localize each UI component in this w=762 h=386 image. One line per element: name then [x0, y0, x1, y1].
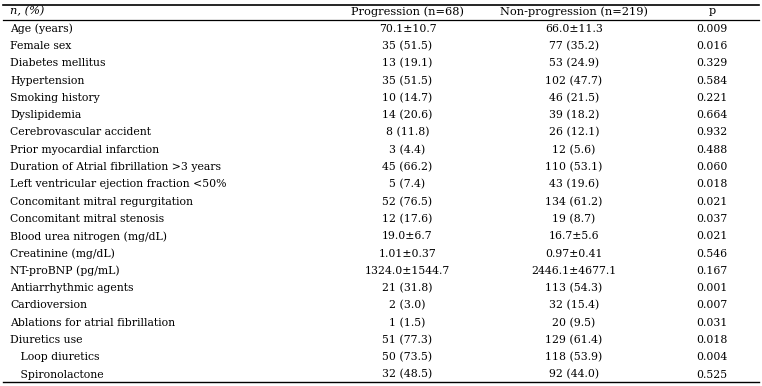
- Text: Prior myocardial infarction: Prior myocardial infarction: [11, 145, 159, 155]
- Text: 0.009: 0.009: [696, 24, 728, 34]
- Text: 3 (4.4): 3 (4.4): [389, 145, 426, 155]
- Text: 51 (77.3): 51 (77.3): [383, 335, 433, 345]
- Text: 0.221: 0.221: [696, 93, 728, 103]
- Text: 0.018: 0.018: [696, 335, 728, 345]
- Text: 0.001: 0.001: [696, 283, 728, 293]
- Text: NT-proBNP (pg/mL): NT-proBNP (pg/mL): [11, 266, 120, 276]
- Text: 45 (66.2): 45 (66.2): [383, 162, 433, 172]
- Text: Left ventricular ejection fraction <50%: Left ventricular ejection fraction <50%: [11, 179, 227, 190]
- Text: Antiarrhythmic agents: Antiarrhythmic agents: [11, 283, 134, 293]
- Text: 52 (76.5): 52 (76.5): [383, 196, 433, 207]
- Text: 0.021: 0.021: [696, 231, 728, 241]
- Text: 70.1±10.7: 70.1±10.7: [379, 24, 437, 34]
- Text: Diuretics use: Diuretics use: [11, 335, 83, 345]
- Text: 0.664: 0.664: [696, 110, 728, 120]
- Text: 66.0±11.3: 66.0±11.3: [545, 24, 603, 34]
- Text: 14 (20.6): 14 (20.6): [383, 110, 433, 120]
- Text: Duration of Atrial fibrillation >3 years: Duration of Atrial fibrillation >3 years: [11, 162, 221, 172]
- Text: 134 (61.2): 134 (61.2): [545, 196, 603, 207]
- Text: Concomitant mitral regurgitation: Concomitant mitral regurgitation: [11, 196, 194, 207]
- Text: 0.060: 0.060: [696, 162, 728, 172]
- Text: 77 (35.2): 77 (35.2): [549, 41, 599, 51]
- Text: 0.018: 0.018: [696, 179, 728, 190]
- Text: 2446.1±4677.1: 2446.1±4677.1: [531, 266, 616, 276]
- Text: 0.031: 0.031: [696, 318, 728, 328]
- Text: 2 (3.0): 2 (3.0): [389, 300, 426, 311]
- Text: Creatinine (mg/dL): Creatinine (mg/dL): [11, 248, 115, 259]
- Text: 0.004: 0.004: [696, 352, 728, 362]
- Text: Age (years): Age (years): [11, 24, 73, 34]
- Text: 39 (18.2): 39 (18.2): [549, 110, 599, 120]
- Text: 53 (24.9): 53 (24.9): [549, 58, 599, 68]
- Text: Ablations for atrial fibrillation: Ablations for atrial fibrillation: [11, 318, 175, 328]
- Text: Diabetes mellitus: Diabetes mellitus: [11, 58, 106, 68]
- Text: Progression (n=68): Progression (n=68): [351, 6, 464, 17]
- Text: 102 (47.7): 102 (47.7): [546, 75, 603, 86]
- Text: Concomitant mitral stenosis: Concomitant mitral stenosis: [11, 214, 165, 224]
- Text: 0.584: 0.584: [696, 76, 728, 86]
- Text: 0.007: 0.007: [696, 300, 728, 310]
- Text: 92 (44.0): 92 (44.0): [549, 369, 599, 380]
- Text: 35 (51.5): 35 (51.5): [383, 75, 433, 86]
- Text: n, (%): n, (%): [11, 6, 45, 17]
- Text: 43 (19.6): 43 (19.6): [549, 179, 599, 190]
- Text: Dyslipidemia: Dyslipidemia: [11, 110, 82, 120]
- Text: p: p: [709, 7, 716, 17]
- Text: Cardioversion: Cardioversion: [11, 300, 88, 310]
- Text: 0.167: 0.167: [696, 266, 728, 276]
- Text: 35 (51.5): 35 (51.5): [383, 41, 433, 51]
- Text: 110 (53.1): 110 (53.1): [545, 162, 603, 172]
- Text: 0.037: 0.037: [696, 214, 728, 224]
- Text: 0.525: 0.525: [696, 369, 728, 379]
- Text: Female sex: Female sex: [11, 41, 72, 51]
- Text: 10 (14.7): 10 (14.7): [383, 93, 433, 103]
- Text: 0.488: 0.488: [696, 145, 728, 155]
- Text: 113 (54.3): 113 (54.3): [546, 283, 603, 293]
- Text: 12 (5.6): 12 (5.6): [552, 145, 596, 155]
- Text: 0.329: 0.329: [696, 58, 728, 68]
- Text: 32 (15.4): 32 (15.4): [549, 300, 599, 311]
- Text: Blood urea nitrogen (mg/dL): Blood urea nitrogen (mg/dL): [11, 231, 168, 242]
- Text: Loop diuretics: Loop diuretics: [11, 352, 100, 362]
- Text: 19 (8.7): 19 (8.7): [552, 214, 596, 224]
- Text: 0.546: 0.546: [696, 249, 728, 259]
- Text: 1.01±0.37: 1.01±0.37: [379, 249, 437, 259]
- Text: 46 (21.5): 46 (21.5): [549, 93, 599, 103]
- Text: 21 (31.8): 21 (31.8): [383, 283, 433, 293]
- Text: 32 (48.5): 32 (48.5): [383, 369, 433, 380]
- Text: 129 (61.4): 129 (61.4): [546, 335, 603, 345]
- Text: 8 (11.8): 8 (11.8): [386, 127, 429, 138]
- Text: 0.97±0.41: 0.97±0.41: [545, 249, 603, 259]
- Text: 5 (7.4): 5 (7.4): [389, 179, 425, 190]
- Text: Hypertension: Hypertension: [11, 76, 85, 86]
- Text: 26 (12.1): 26 (12.1): [549, 127, 599, 138]
- Text: 0.021: 0.021: [696, 196, 728, 207]
- Text: 50 (73.5): 50 (73.5): [383, 352, 433, 362]
- Text: Smoking history: Smoking history: [11, 93, 100, 103]
- Text: 13 (19.1): 13 (19.1): [383, 58, 433, 68]
- Text: 19.0±6.7: 19.0±6.7: [383, 231, 433, 241]
- Text: Spironolactone: Spironolactone: [11, 369, 104, 379]
- Text: Cerebrovascular accident: Cerebrovascular accident: [11, 127, 152, 137]
- Text: 118 (53.9): 118 (53.9): [546, 352, 603, 362]
- Text: 12 (17.6): 12 (17.6): [383, 214, 433, 224]
- Text: 1 (1.5): 1 (1.5): [389, 318, 426, 328]
- Text: Non-progression (n=219): Non-progression (n=219): [500, 6, 648, 17]
- Text: 0.932: 0.932: [696, 127, 728, 137]
- Text: 16.7±5.6: 16.7±5.6: [549, 231, 599, 241]
- Text: 1324.0±1544.7: 1324.0±1544.7: [365, 266, 450, 276]
- Text: 0.016: 0.016: [696, 41, 728, 51]
- Text: 20 (9.5): 20 (9.5): [552, 318, 596, 328]
